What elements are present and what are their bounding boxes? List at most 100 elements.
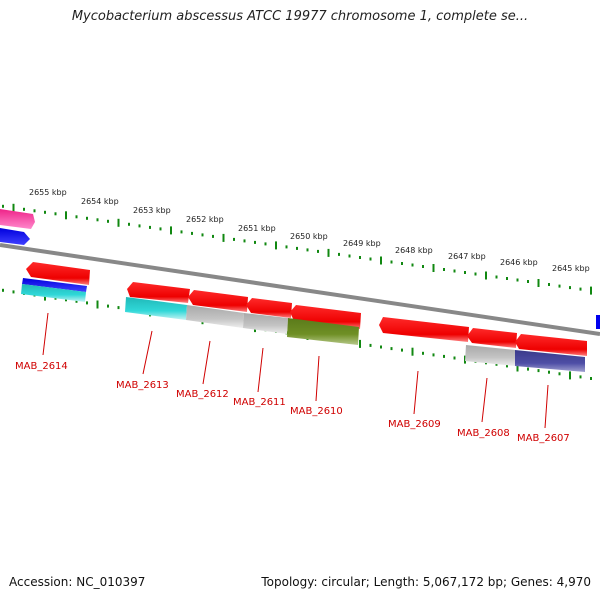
gene-label-mab-2614[interactable]: MAB_2614 [15, 361, 68, 372]
gene-label-mab-2612[interactable]: MAB_2612 [176, 389, 229, 400]
minor-tick [516, 278, 519, 282]
minor-tick [44, 210, 46, 214]
outer-tick-track [2, 203, 592, 295]
gene-label-mab-2610[interactable]: MAB_2610 [290, 406, 343, 417]
minor-tick [548, 370, 550, 374]
leader-line [544, 384, 549, 429]
chromosome-backbone [0, 243, 600, 336]
minor-tick [243, 239, 246, 243]
minor-tick [128, 222, 130, 226]
gene-arrow[interactable] [515, 334, 587, 356]
leader-line [142, 330, 153, 375]
minor-tick [464, 271, 466, 274]
gene-arrow[interactable] [127, 282, 190, 303]
minor-tick [506, 364, 508, 368]
gene-arrow[interactable] [188, 290, 248, 312]
kbp-label: 2647 kbp [448, 252, 486, 261]
minor-tick [548, 283, 550, 286]
major-tick [96, 300, 99, 309]
minor-tick [212, 234, 214, 238]
kbp-label: 2651 kbp [238, 224, 276, 233]
minor-tick [390, 260, 393, 264]
minor-tick [348, 254, 351, 258]
minor-tick [558, 372, 561, 376]
minor-tick [411, 263, 414, 267]
gene-label-mab-2613[interactable]: MAB_2613 [116, 380, 169, 391]
minor-tick [138, 224, 141, 228]
minor-tick [75, 215, 78, 219]
minor-tick [422, 351, 424, 355]
minor-tick [369, 343, 372, 347]
minor-tick [432, 353, 435, 357]
minor-tick [65, 298, 67, 302]
gene-arrow[interactable] [467, 328, 517, 348]
gene-labels: MAB_2614 MAB_2613 MAB_2612 MAB_2611 MAB_… [15, 361, 570, 444]
gene-label-mab-2608[interactable]: MAB_2608 [457, 428, 510, 439]
gene-label-mab-2611[interactable]: MAB_2611 [233, 397, 286, 408]
feature-magenta[interactable] [0, 209, 35, 229]
kbp-label: 2649 kbp [343, 239, 381, 248]
minor-tick [233, 237, 235, 241]
gene-label-mab-2607[interactable]: MAB_2607 [517, 433, 570, 444]
band-slate[interactable] [515, 350, 585, 372]
feature-blue[interactable] [0, 228, 30, 245]
minor-tick [296, 246, 298, 250]
gene-arrow[interactable] [290, 305, 361, 329]
minor-tick [527, 367, 529, 371]
minor-tick [527, 280, 529, 283]
band-olive[interactable] [287, 318, 359, 345]
gene-arrow[interactable] [26, 262, 90, 285]
major-tick [327, 248, 330, 257]
minor-tick [12, 290, 15, 294]
minor-tick [180, 230, 183, 234]
band-blue[interactable] [22, 278, 87, 292]
minor-tick [2, 204, 4, 208]
minor-tick [96, 218, 99, 222]
gene-leaders [42, 312, 549, 429]
minor-tick [264, 242, 267, 246]
minor-tick [506, 277, 508, 280]
minor-tick [107, 219, 109, 223]
major-tick [65, 211, 67, 220]
major-tick [222, 233, 225, 242]
minor-tick [149, 225, 151, 229]
band-cyan[interactable] [21, 284, 86, 302]
minor-tick [86, 301, 88, 305]
minor-tick [117, 306, 120, 310]
band-cyan[interactable] [125, 297, 187, 320]
major-tick [432, 264, 435, 272]
minor-tick [2, 288, 4, 292]
kbp-label: 2654 kbp [81, 197, 119, 206]
minor-tick [474, 272, 477, 276]
band-gray[interactable] [243, 313, 288, 334]
major-tick [411, 347, 414, 356]
major-tick [170, 226, 172, 235]
band-gray[interactable] [465, 345, 515, 366]
major-tick [12, 203, 15, 212]
minor-tick [201, 233, 204, 237]
major-tick [485, 271, 487, 280]
band-gray[interactable] [186, 305, 244, 328]
minor-tick [317, 249, 319, 253]
kbp-label: 2648 kbp [395, 246, 433, 255]
annotation-bands [21, 278, 585, 372]
kbp-label: 2645 kbp [552, 264, 590, 273]
feature-blue-right[interactable] [596, 315, 600, 329]
kbp-label: 2650 kbp [290, 232, 328, 241]
minor-tick [390, 347, 393, 351]
major-tick [275, 241, 277, 250]
gene-label-mab-2609[interactable]: MAB_2609 [388, 419, 441, 430]
major-tick [516, 363, 519, 372]
minor-tick [86, 216, 88, 220]
minor-tick [254, 240, 256, 244]
minor-tick [338, 252, 340, 256]
minor-tick [54, 212, 57, 216]
gene-arrow[interactable] [379, 317, 469, 342]
leader-line [413, 370, 419, 415]
minor-tick [306, 248, 309, 252]
minor-tick [159, 227, 162, 231]
gene-arrow[interactable] [246, 298, 292, 318]
major-tick [117, 218, 120, 227]
major-tick [569, 371, 571, 380]
